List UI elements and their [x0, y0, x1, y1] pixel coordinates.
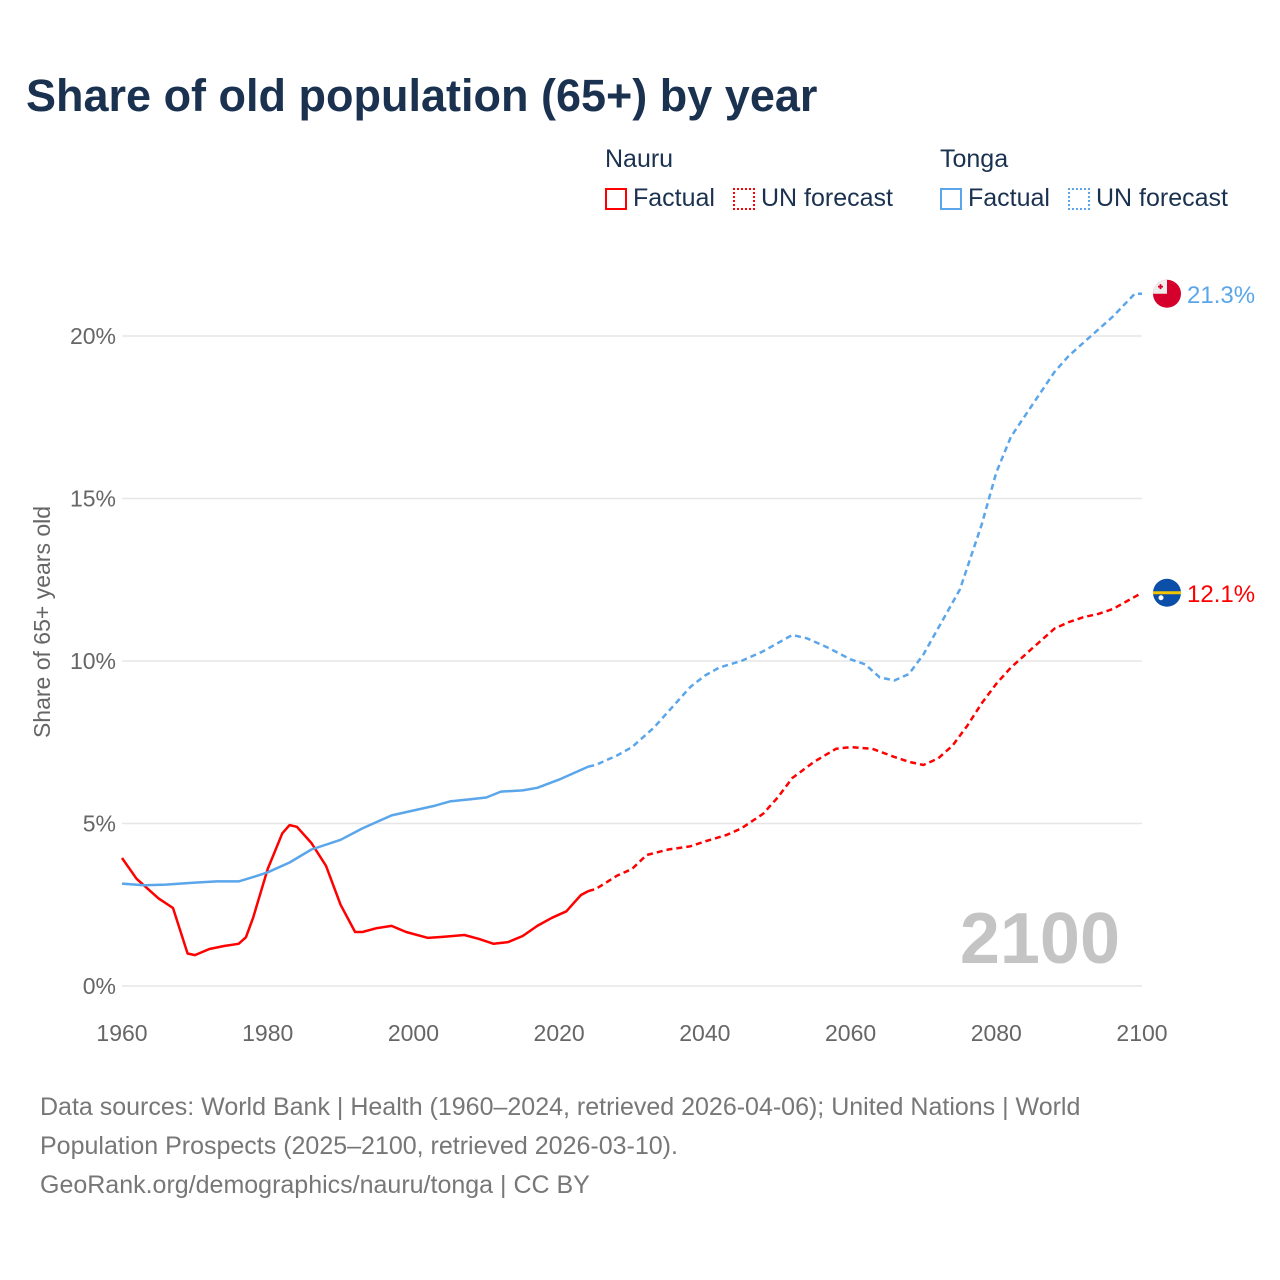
legend-tonga-factual[interactable]: Factual: [940, 184, 1050, 213]
legend-nauru-forecast[interactable]: UN forecast: [732, 184, 893, 213]
legend-label: UN forecast: [1095, 184, 1228, 212]
y-axis-label: Share of 65+ years old: [29, 506, 55, 738]
chart-title: Share of old population (65+) by year: [26, 70, 818, 121]
dotted-swatch-icon: [732, 187, 755, 210]
legend-nauru-header: Nauru: [605, 145, 674, 173]
tonga-factual-line: [121, 765, 589, 887]
year-watermark: 2100: [960, 899, 1120, 979]
legend-label: Factual: [633, 184, 715, 212]
solid-swatch-icon: [605, 187, 627, 210]
y-tick-label: 15%: [70, 486, 116, 512]
legend-tonga-forecast[interactable]: UN forecast: [1067, 184, 1228, 213]
y-tick-label: 20%: [70, 323, 116, 349]
nauru-flag-icon: [1153, 578, 1181, 607]
x-tick-label: 1960: [96, 1020, 147, 1046]
y-tick-label: 10%: [70, 648, 116, 674]
legend-tonga-header: Tonga: [940, 145, 1009, 173]
x-tick-label: 2080: [971, 1020, 1022, 1046]
legend-label: Factual: [968, 184, 1050, 212]
tonga-flag-icon: [1153, 279, 1181, 308]
data-sources: Data sources: World Bank | Health (1960–…: [40, 1093, 1081, 1160]
legend-tonga: Tonga Factual UN forecast: [940, 145, 1228, 213]
x-tick-label: 2040: [679, 1020, 730, 1046]
legend-nauru-factual[interactable]: Factual: [605, 184, 715, 213]
x-tick-label: 2020: [534, 1020, 585, 1046]
solid-swatch-icon: [940, 187, 962, 210]
nauru-factual-line: [120, 823, 589, 957]
x-tick-label: 2000: [388, 1020, 439, 1046]
legend-nauru: Nauru Factual UN forecast: [605, 145, 893, 213]
x-tick-label: 2100: [1116, 1020, 1167, 1046]
y-tick-label: 0%: [83, 973, 116, 999]
footer: Data sources: World Bank | Health (1960–…: [40, 1088, 1190, 1205]
legend-label: UN forecast: [760, 184, 893, 212]
nauru-forecast-line: [587, 591, 1143, 893]
tonga-forecast-line: [588, 292, 1142, 768]
x-tick-label: 1980: [242, 1020, 293, 1046]
credit-link[interactable]: GeoRank.org/demographics/nauru/tonga | C…: [40, 1171, 590, 1199]
dotted-swatch-icon: [1067, 187, 1090, 210]
y-tick-label: 5%: [83, 811, 116, 837]
x-tick-label: 2060: [825, 1020, 876, 1046]
nauru-end-label: 12.1%: [1187, 581, 1255, 608]
tonga-end-label: 21.3%: [1187, 282, 1255, 309]
